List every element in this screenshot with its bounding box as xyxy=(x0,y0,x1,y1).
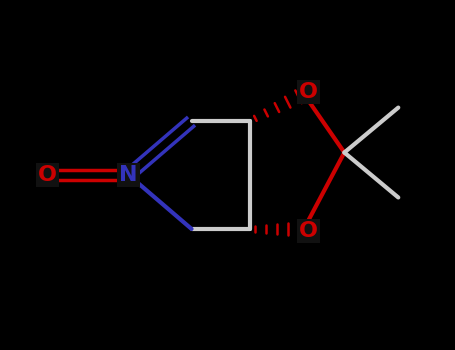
Text: O: O xyxy=(299,82,318,102)
Text: N: N xyxy=(119,165,138,185)
Text: O: O xyxy=(38,165,57,185)
Text: O: O xyxy=(299,221,318,241)
